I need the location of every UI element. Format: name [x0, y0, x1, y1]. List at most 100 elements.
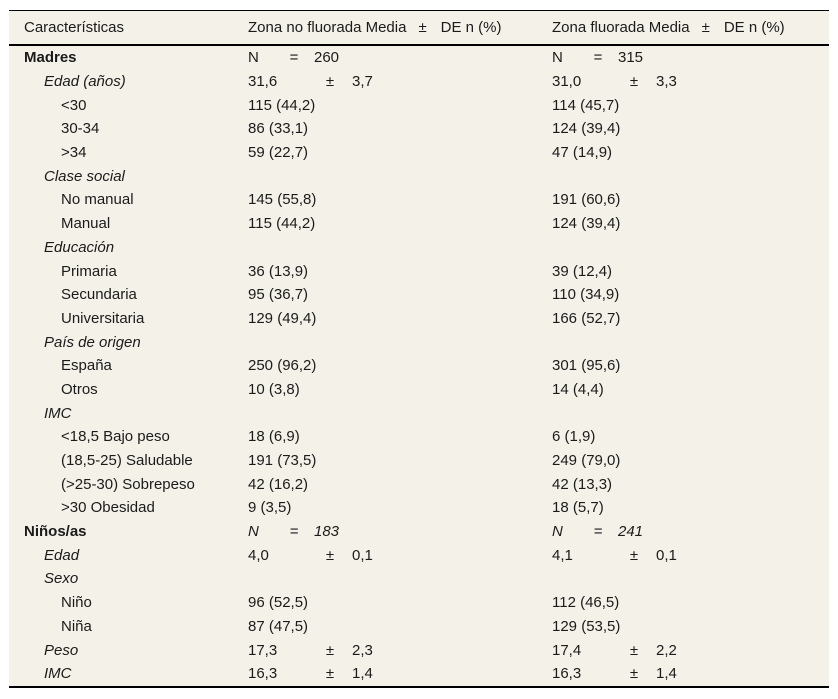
n-percent-value: 10 (3,8) [248, 380, 300, 398]
table-row: Peso 17,3 ±2,3 17,4 ±2,2 [9, 638, 829, 662]
plus-minus-symbol: ± [418, 19, 427, 36]
z2-cell: 191 (60,6) [552, 191, 829, 208]
z1-cell: 9 (3,5) [248, 499, 552, 516]
z2-cell: N = 315 [552, 49, 829, 66]
z2-cell: 14 (4,4) [552, 381, 829, 398]
sd-value: 2,3 [352, 641, 373, 659]
n-percent-value: 129 (49,4) [248, 309, 317, 327]
row-label: Clase social [44, 167, 125, 185]
z1-cell: 42 (16,2) [248, 476, 552, 493]
z1-cell: 17,3 ±2,3 [248, 642, 552, 659]
n-percent-value: 250 (96,2) [248, 357, 317, 375]
sample-size-value: 183 [314, 523, 340, 541]
equals-symbol: = [593, 49, 603, 67]
table-row: Madres N = 260 N = 315 [9, 46, 829, 70]
table-row: Edad 4,0 ±0,1 4,1 ±0,1 [9, 543, 829, 567]
row-label: Madres [24, 49, 77, 67]
table-row: IMC 16,3 ±1,4 16,3 ±1,4 [9, 662, 829, 686]
table-row: España 250 (96,2) 301 (95,6) [9, 354, 829, 378]
row-label: Otros [61, 380, 98, 398]
table-row: IMC [9, 401, 829, 425]
n-percent-value: 124 (39,4) [552, 120, 621, 138]
equals-symbol: = [289, 523, 299, 541]
z1-cell: 31,6 ±3,7 [248, 73, 552, 90]
sd-value: 1,4 [656, 665, 677, 683]
row-label: España [61, 357, 112, 375]
table-row: >34 59 (22,7) 47 (14,9) [9, 141, 829, 165]
z1-cell: 18 (6,9) [248, 428, 552, 445]
table-row: (18,5-25) Saludable 191 (73,5) 249 (79,0) [9, 449, 829, 473]
column-header-zona-no-fluorada: Zona no fluorada Media ± DE n (%) [248, 19, 552, 36]
n-percent-value: 145 (55,8) [248, 191, 317, 209]
table-row: >30 Obesidad 9 (3,5) 18 (5,7) [9, 496, 829, 520]
mean-value: 31,0 [552, 73, 582, 91]
row-label: Peso [44, 641, 79, 659]
zone2-header-de-n: DE n (%) [723, 19, 785, 36]
sd-value: 0,1 [352, 546, 373, 564]
sd-value: 2,2 [656, 641, 677, 659]
z1-cell: 250 (96,2) [248, 357, 552, 374]
z2-cell: 124 (39,4) [552, 215, 829, 232]
table-row: Edad (años) 31,6 ±3,7 31,0 ±3,3 [9, 70, 829, 94]
n-percent-value: 18 (6,9) [248, 428, 300, 446]
table-row: No manual 145 (55,8) 191 (60,6) [9, 188, 829, 212]
z1-cell: 86 (33,1) [248, 120, 552, 137]
row-label: Niños/as [24, 523, 87, 541]
z1-cell: N = 183 [248, 523, 552, 540]
z2-cell: 301 (95,6) [552, 357, 829, 374]
mean-value: 16,3 [552, 665, 582, 683]
row-label: No manual [61, 191, 134, 209]
plus-minus-symbol: ± [325, 546, 335, 564]
table-header-row: Características Zona no fluorada Media ± D… [9, 11, 829, 46]
z2-cell: 31,0 ±3,3 [552, 73, 829, 90]
equals-symbol: = [289, 49, 299, 67]
n-percent-value: 59 (22,7) [248, 144, 309, 162]
sample-size-n: N [552, 523, 563, 541]
sample-size-value: 315 [618, 49, 644, 67]
n-percent-value: 9 (3,5) [248, 499, 292, 517]
z1-cell: 145 (55,8) [248, 191, 552, 208]
plus-minus-symbol: ± [629, 546, 639, 564]
plus-minus-symbol: ± [325, 641, 335, 659]
plus-minus-symbol: ± [701, 19, 710, 36]
z1-cell: 191 (73,5) [248, 452, 552, 469]
row-label: <18,5 Bajo peso [61, 428, 170, 446]
z1-cell: 10 (3,8) [248, 381, 552, 398]
n-percent-value: 42 (16,2) [248, 475, 309, 493]
column-header-zona-fluorada: Zona fluorada Media ± DE n (%) [552, 19, 829, 36]
z2-cell: 129 (53,5) [552, 618, 829, 635]
n-percent-value: 191 (73,5) [248, 452, 317, 470]
plus-minus-symbol: ± [629, 641, 639, 659]
sample-size-n: N [552, 49, 563, 67]
n-percent-value: 18 (5,7) [552, 499, 604, 517]
table-row: 30-34 86 (33,1) 124 (39,4) [9, 117, 829, 141]
z2-cell: 4,1 ±0,1 [552, 547, 829, 564]
z2-cell: 249 (79,0) [552, 452, 829, 469]
table-row: Niño 96 (52,5) 112 (46,5) [9, 591, 829, 615]
sd-value: 3,7 [352, 73, 373, 91]
sd-value: 0,1 [656, 546, 677, 564]
table-row: Educación [9, 236, 829, 260]
row-label: Manual [61, 215, 111, 233]
row-label: >34 [61, 144, 87, 162]
n-percent-value: 87 (47,5) [248, 617, 309, 635]
z2-cell: 17,4 ±2,2 [552, 642, 829, 659]
table-row: Otros 10 (3,8) 14 (4,4) [9, 378, 829, 402]
n-percent-value: 114 (45,7) [552, 96, 620, 114]
row-label: >30 Obesidad [61, 499, 155, 517]
row-label: 30-34 [61, 120, 100, 138]
mean-value: 17,4 [552, 641, 582, 659]
mean-value: 16,3 [248, 665, 278, 683]
zone1-header-title: Zona no fluorada Media [248, 19, 407, 36]
table-body: Madres N = 260 N = 315 Edad (años) 31,6 ±3,7 31,0 ±… [9, 46, 829, 686]
table-row: Manual 115 (44,2) 124 (39,4) [9, 212, 829, 236]
n-percent-value: 112 (46,5) [552, 594, 620, 612]
z2-cell: 114 (45,7) [552, 97, 829, 114]
mean-value: 31,6 [248, 73, 278, 91]
n-percent-value: 115 (44,2) [248, 215, 316, 233]
sample-size-n: N [248, 523, 259, 541]
z2-cell: 47 (14,9) [552, 144, 829, 161]
z1-cell: 87 (47,5) [248, 618, 552, 635]
plus-minus-symbol: ± [325, 665, 335, 683]
row-label: (>25-30) Sobrepeso [61, 475, 195, 493]
